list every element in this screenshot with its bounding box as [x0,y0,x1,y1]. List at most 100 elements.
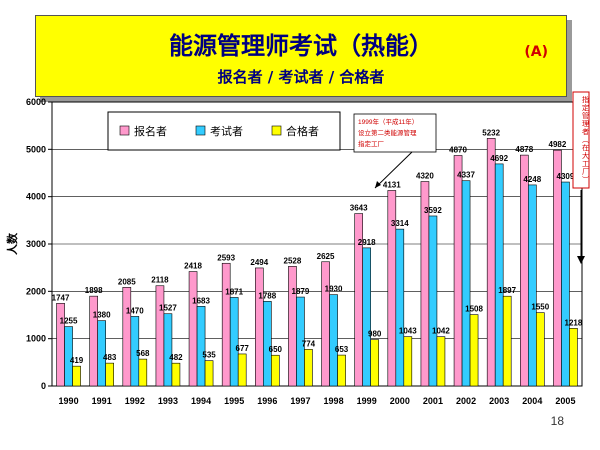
x-tick-label: 1999 [357,396,377,406]
data-label: 4692 [490,154,508,163]
data-label: 1470 [126,306,144,315]
x-tick-label: 1992 [125,396,145,406]
bar [337,354,346,387]
y-tick-label: 1000 [26,334,46,344]
data-label: 482 [169,353,183,362]
data-label: 4878 [515,145,533,154]
legend-label: 合格者 [286,124,319,138]
bar [362,247,371,387]
bar [122,287,132,387]
bar [304,349,313,387]
bar [155,285,165,387]
bar [221,262,231,387]
bar [130,316,140,387]
data-label: 5232 [482,128,500,137]
slide-number: 18 [550,414,564,428]
data-label: 1879 [292,287,310,296]
bar [171,362,181,387]
data-label: 677 [236,344,250,353]
side-note-box [572,91,590,189]
legend-swatch [195,125,206,136]
data-label: 1527 [159,304,177,313]
legend-swatch [271,125,282,136]
data-label: 4131 [383,180,401,189]
x-tick-label: 1991 [92,396,112,406]
data-label: 650 [269,345,283,354]
data-label: 1042 [432,327,450,336]
bar [553,149,562,387]
bar [494,163,504,387]
bar [395,228,405,387]
data-label: 1747 [52,293,70,302]
y-tick-label: 3000 [26,239,46,249]
data-label: 3643 [350,204,368,213]
data-label: 4982 [549,140,567,149]
side-note-text: 指定管理者（在大工厂） [582,95,590,184]
bar [188,271,198,387]
bar [370,339,379,387]
data-label: 1898 [85,286,103,295]
y-axis-label: 人数 [5,232,19,255]
data-label: 1380 [93,311,111,320]
bar [329,294,338,387]
data-label: 2918 [358,238,376,247]
bar [461,180,471,387]
bar [453,155,463,387]
data-label: 2494 [250,258,268,267]
data-label: 1043 [399,327,417,336]
bar [520,154,529,387]
x-tick-label: 2003 [489,396,509,406]
annotation-text: 设立第二类能源管理 [358,128,417,137]
annotation-text: 指定工厂 [358,139,385,148]
y-tick-label: 6000 [26,97,46,107]
bar [163,313,173,387]
data-label: 1788 [258,291,276,300]
data-label: 653 [335,345,349,354]
bar [296,296,305,387]
bar [138,358,148,387]
legend-label: 考试者 [210,125,243,138]
bar [97,320,106,387]
slide-badge: (A) [524,44,548,60]
bar [271,354,280,387]
bar [204,360,214,387]
annotation-arrow-line [374,151,413,189]
data-label: 2118 [151,276,169,285]
data-label: 2418 [184,262,202,271]
x-tick-label: 1997 [290,396,310,406]
data-label: 419 [70,356,84,365]
bar [89,295,98,387]
y-tick-label: 2000 [26,286,46,296]
data-label: 4320 [416,172,434,181]
data-label: 1683 [192,296,210,305]
data-label: 3314 [391,219,409,228]
data-label: 1508 [465,305,483,314]
side-note-arrow-head [577,256,585,264]
data-label: 4248 [523,175,541,184]
data-label: 4337 [457,171,475,180]
data-label: 1871 [225,287,243,296]
data-label: 2085 [118,277,136,286]
data-label: 1930 [325,285,343,294]
bar [105,362,114,387]
bar [255,267,264,387]
data-label: 1255 [60,317,78,326]
data-label: 1218 [565,318,583,327]
x-tick-label: 2000 [390,396,410,406]
bar [469,314,479,387]
bar [436,336,446,387]
bar [263,301,272,387]
x-tick-label: 1990 [59,396,79,406]
bar [64,326,73,387]
data-label: 2593 [217,253,235,262]
title-banner: 能源管理师考试（热能） 报名者 / 考试者 / 合格者 (A) [35,15,567,97]
legend-box [107,111,341,151]
y-tick-label: 4000 [26,192,46,202]
bar [403,336,413,387]
x-tick-label: 1995 [224,396,244,406]
bar [229,297,239,387]
y-tick-label: 5000 [26,144,46,154]
x-tick-label: 2001 [423,396,443,406]
data-label: 1897 [498,286,516,295]
